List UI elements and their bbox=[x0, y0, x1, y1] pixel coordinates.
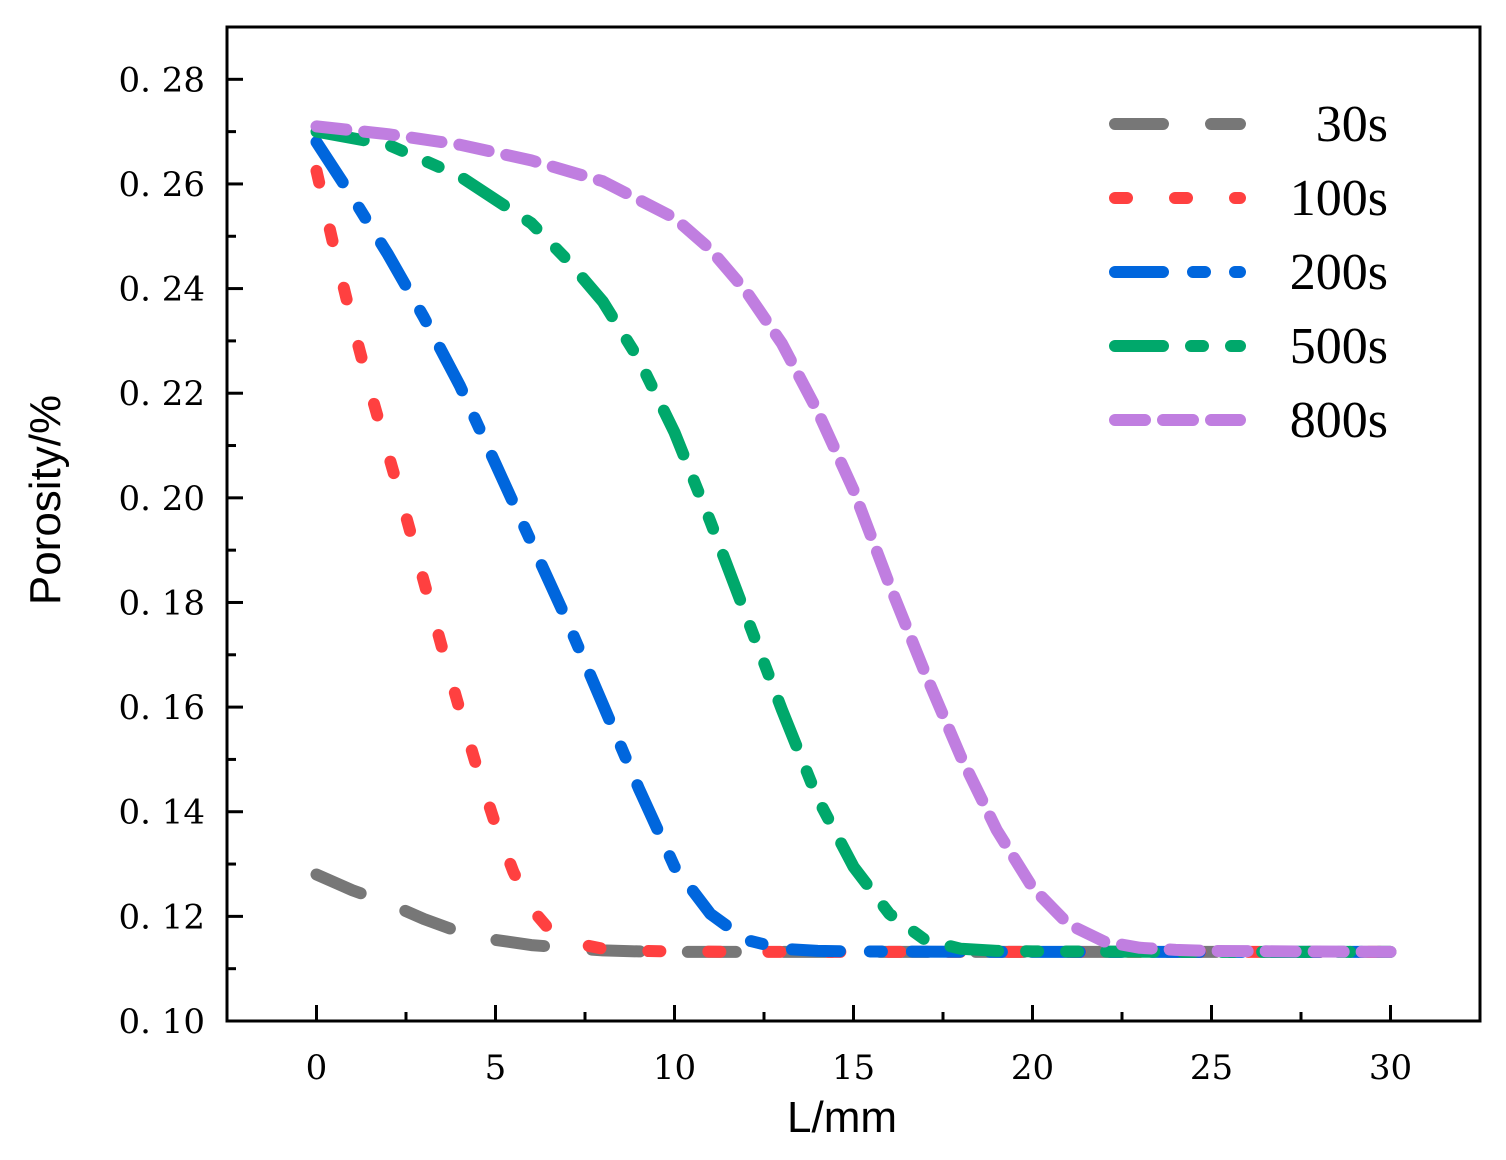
y-tick-label: 0. 28 bbox=[118, 60, 205, 100]
legend-label: 30s bbox=[1316, 96, 1388, 153]
x-tick-label: 20 bbox=[1011, 1048, 1054, 1088]
y-tick-label: 0. 24 bbox=[118, 270, 205, 310]
y-axis-label: Porosity/% bbox=[21, 395, 70, 605]
legend-label: 800s bbox=[1290, 392, 1388, 449]
series-line-800s bbox=[310, 120, 1397, 958]
series-line-30s bbox=[310, 868, 1397, 958]
legend: 30s 100s 200s 500s 800s bbox=[1109, 96, 1388, 449]
series-line-200s bbox=[310, 136, 1397, 958]
y-tick-label: 0. 20 bbox=[118, 479, 205, 519]
x-tick-label: 15 bbox=[832, 1048, 875, 1088]
y-tick-label: 0. 14 bbox=[118, 793, 205, 833]
y-tick-label: 0. 26 bbox=[118, 165, 205, 205]
x-tick-label: 30 bbox=[1369, 1048, 1412, 1088]
series-layer bbox=[310, 120, 1397, 958]
series-line-500s bbox=[310, 125, 1397, 958]
y-axis-ticks: 0. 10 0. 12 0. 14 0. 16 0. 18 0. 20 0. 22 0. 24… bbox=[118, 60, 243, 1042]
y-tick-label: 0. 10 bbox=[118, 1002, 205, 1042]
x-axis-label: L/mm bbox=[787, 1093, 897, 1142]
legend-label: 500s bbox=[1290, 318, 1388, 375]
y-tick-label: 0. 16 bbox=[118, 688, 205, 728]
x-tick-label: 10 bbox=[653, 1048, 696, 1088]
x-tick-label: 25 bbox=[1190, 1048, 1233, 1088]
legend-label: 100s bbox=[1290, 170, 1388, 227]
legend-label: 200s bbox=[1290, 244, 1388, 301]
x-tick-label: 0 bbox=[306, 1048, 328, 1088]
y-tick-label: 0. 22 bbox=[118, 374, 205, 414]
y-tick-label: 0. 12 bbox=[118, 897, 205, 937]
y-tick-label: 0. 18 bbox=[118, 583, 205, 623]
series-line-100s bbox=[310, 164, 1397, 958]
x-tick-label: 5 bbox=[485, 1048, 507, 1088]
x-axis-ticks: 0 5 10 15 20 25 30 bbox=[306, 1005, 1412, 1088]
